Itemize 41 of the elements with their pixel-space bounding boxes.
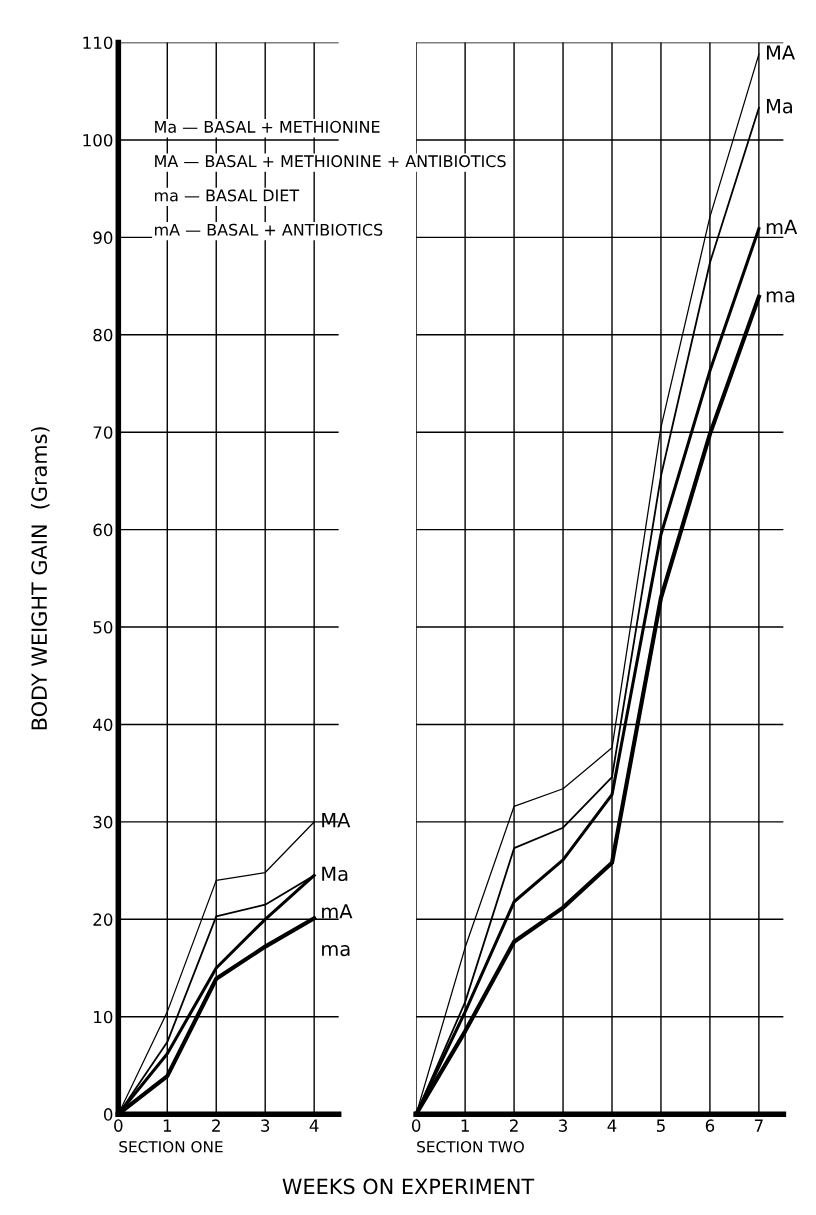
y-tick-label: 60	[93, 523, 113, 537]
series-label: ma	[322, 944, 350, 957]
y-tick-label: 70	[93, 426, 113, 439]
x-tick-label: 0	[114, 1119, 123, 1132]
x-axis-title: SECTION TWO	[417, 1140, 524, 1153]
annotation: Ma — BASAL + METHIONINE	[155, 120, 380, 133]
annotation: mA — BASAL + ANTIBIOTICS	[155, 223, 383, 236]
series-label: MA	[322, 813, 351, 828]
series-label: mA	[766, 219, 798, 234]
series-label: mA	[322, 904, 353, 919]
x-tick-label: 4	[607, 1119, 617, 1132]
y-tick-label: 30	[93, 815, 113, 829]
y-tick-label: 80	[93, 328, 113, 342]
y-tick-label: 10	[94, 1010, 113, 1024]
y-tick-label: 110	[83, 36, 113, 50]
x-tick-label: 1	[461, 1119, 469, 1132]
annotation: ma — BASAL DIET	[155, 189, 300, 202]
series-label: Ma	[766, 98, 792, 114]
series-label: MA	[766, 45, 795, 60]
x-tick-label: 4	[309, 1119, 319, 1132]
x-tick-label: 3	[261, 1119, 270, 1132]
x-tick-label: 1	[163, 1119, 172, 1132]
x-tick-label: 2	[212, 1119, 220, 1132]
x-tick-label: 7	[754, 1119, 763, 1132]
x-tick-label: 0	[411, 1119, 421, 1132]
x-axis-title: SECTION ONE	[119, 1140, 223, 1153]
x-tick-label: 5	[656, 1119, 665, 1132]
y-tick-label: 40	[93, 718, 113, 732]
x-tick-label: 2	[510, 1119, 518, 1132]
y-tick-label: 0	[103, 1108, 113, 1121]
y-tick-label: 100	[83, 133, 113, 147]
x-tick-label: 3	[559, 1119, 568, 1132]
y-tick-label: 90	[93, 231, 113, 244]
y-axis-title: BODY WEIGHT GAIN (Grams)	[30, 427, 50, 730]
series-label: ma	[766, 291, 795, 303]
y-tick-label: 50	[93, 621, 113, 634]
x-tick-label: 6	[705, 1119, 715, 1132]
annotation: MA — BASAL + METHIONINE + ANTIBIOTICS	[155, 155, 506, 168]
series-label: Ma	[322, 866, 348, 882]
text: WEEKS ON EXPERIMENT	[282, 1178, 535, 1195]
y-tick-label: 20	[93, 913, 113, 926]
